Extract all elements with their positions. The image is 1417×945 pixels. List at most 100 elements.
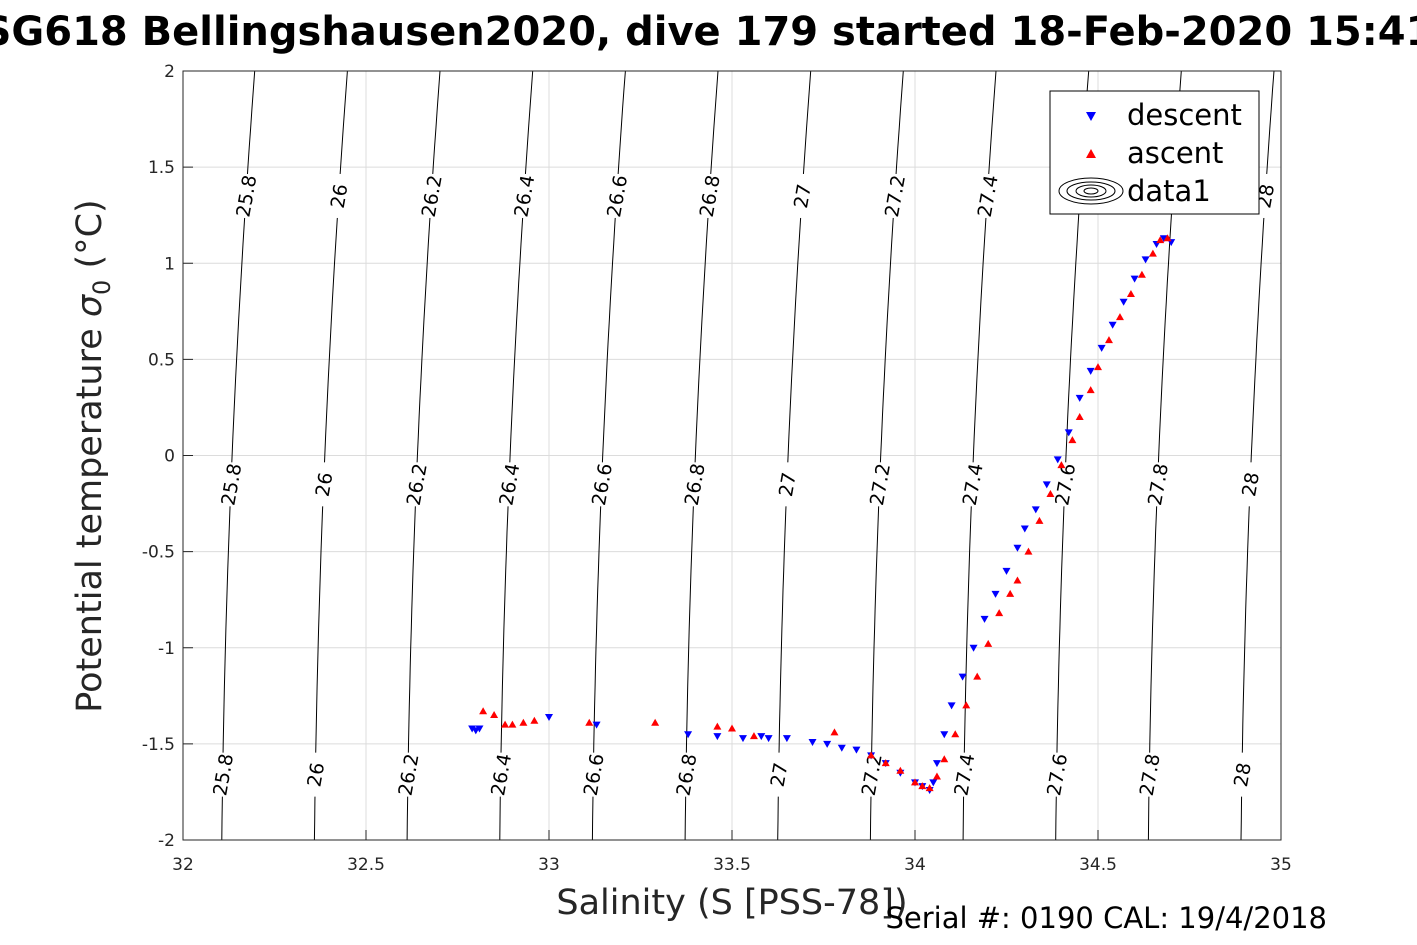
- descent-point: [1097, 344, 1106, 352]
- ascent-point: [984, 639, 993, 647]
- contour-label: 27: [790, 182, 816, 210]
- contour-label-background: [590, 462, 613, 507]
- y-tick-label: -0.5: [142, 543, 175, 563]
- ascent-point: [1086, 386, 1095, 394]
- contour-label-background: [883, 173, 906, 218]
- contour-label: 26: [312, 471, 338, 499]
- descent-point: [713, 733, 722, 741]
- ascent-point: [1156, 236, 1165, 244]
- descent-point: [468, 725, 477, 733]
- contour-label-background: [312, 462, 335, 507]
- descent-point: [837, 744, 846, 752]
- contour-label-background: [1254, 173, 1277, 218]
- ascent-point: [911, 778, 919, 786]
- legend-descent-label: descent: [1127, 98, 1242, 132]
- serial-cal-footer: Serial #: 0190 CAL: 19/4/2018: [885, 901, 1327, 935]
- ascent-point: [1137, 270, 1146, 278]
- contour-label-background: [683, 462, 706, 507]
- contour-label-background: [219, 462, 242, 507]
- contour-label-background: [1138, 752, 1161, 797]
- descent-point: [782, 735, 791, 743]
- legend-data1-label: data1: [1127, 174, 1211, 208]
- descent-point: [738, 735, 747, 743]
- descent-point: [1053, 456, 1062, 464]
- contour-label-background: [605, 173, 628, 218]
- ascent-point: [1057, 461, 1066, 469]
- descent-point: [1075, 394, 1084, 402]
- contour-label-background: [698, 173, 721, 218]
- y-tick-label: -1.5: [142, 735, 175, 755]
- contour-label-background: [405, 462, 428, 507]
- descent-point: [1119, 298, 1128, 306]
- legend-ascent-label: ascent: [1127, 136, 1223, 170]
- ascent-point: [713, 722, 722, 730]
- legend: descent ascent data1: [1049, 90, 1260, 215]
- descent-point: [764, 735, 773, 743]
- ascent-point: [530, 716, 539, 724]
- x-tick-label: 34: [904, 855, 926, 875]
- contour-label: 26: [303, 761, 329, 789]
- contour-label-background: [860, 752, 883, 797]
- descent-point: [1020, 525, 1029, 533]
- x-tick-label: 34.5: [1079, 855, 1117, 875]
- descent-point: [958, 673, 967, 681]
- x-tick-label: 33: [538, 855, 560, 875]
- descent-point: [808, 738, 817, 746]
- contour-label: 27: [775, 471, 801, 499]
- chart-title: SG618 Bellingshausen2020, dive 179 start…: [0, 9, 1417, 55]
- ascent-point: [1035, 516, 1044, 524]
- ascent-point: [830, 728, 839, 736]
- ascent-point: [932, 772, 941, 780]
- contour-label-background: [868, 462, 891, 507]
- ascent-point: [519, 718, 528, 726]
- y-tick-label: 1.5: [148, 158, 175, 178]
- contour-label-background: [1053, 462, 1076, 507]
- ascent-point: [1068, 436, 1077, 444]
- descent-point: [947, 702, 956, 710]
- descent-point: [592, 721, 601, 729]
- contour-label-background: [976, 173, 999, 218]
- x-tick-label: 32.5: [347, 855, 385, 875]
- ascent-point: [881, 759, 890, 767]
- descent-point: [757, 733, 766, 741]
- x-tick-label: 32: [172, 855, 194, 875]
- ascent-point: [1094, 363, 1102, 371]
- contour-label: 28: [1238, 471, 1264, 499]
- ascent-point: [1115, 313, 1124, 321]
- contour-label-background: [304, 752, 327, 797]
- x-axis-ticks: 32 32.5 33 33.5 34 34.5 35: [172, 830, 1292, 875]
- ascent-point: [940, 755, 949, 763]
- ascent-point: [896, 766, 905, 774]
- descent-point: [1042, 481, 1051, 489]
- ascent-point: [728, 724, 736, 732]
- contour-label: 28: [1230, 761, 1256, 789]
- ascent-point: [501, 720, 510, 728]
- ascent-point: [749, 732, 758, 740]
- legend-contour-icon: [1058, 177, 1124, 205]
- descent-point: [1013, 544, 1022, 552]
- contour-label-background: [396, 752, 419, 797]
- descent-point: [1130, 275, 1139, 283]
- descent-point: [991, 590, 1000, 598]
- contour-label-background: [327, 173, 350, 218]
- ascent-point: [1024, 547, 1033, 555]
- series-ascent: [479, 234, 1172, 792]
- contour-label-background: [767, 752, 790, 797]
- descent-point: [1031, 506, 1040, 514]
- descent-point: [932, 760, 941, 768]
- contour-label-background: [952, 752, 975, 797]
- contour-label: 26: [327, 182, 353, 210]
- contour-label-background: [513, 173, 536, 218]
- descent-point: [475, 725, 484, 733]
- x-tick-label: 33.5: [713, 855, 751, 875]
- ascent-point: [951, 730, 960, 738]
- legend-box: [1049, 90, 1260, 215]
- ascent-point: [1104, 336, 1113, 344]
- y-axis-label-main: Potential temperature: [70, 317, 110, 713]
- descent-point: [929, 779, 938, 787]
- ascent-point: [925, 784, 934, 792]
- contour-label-background: [497, 462, 520, 507]
- y-tick-label: -1: [158, 639, 175, 659]
- descent-point: [852, 746, 861, 754]
